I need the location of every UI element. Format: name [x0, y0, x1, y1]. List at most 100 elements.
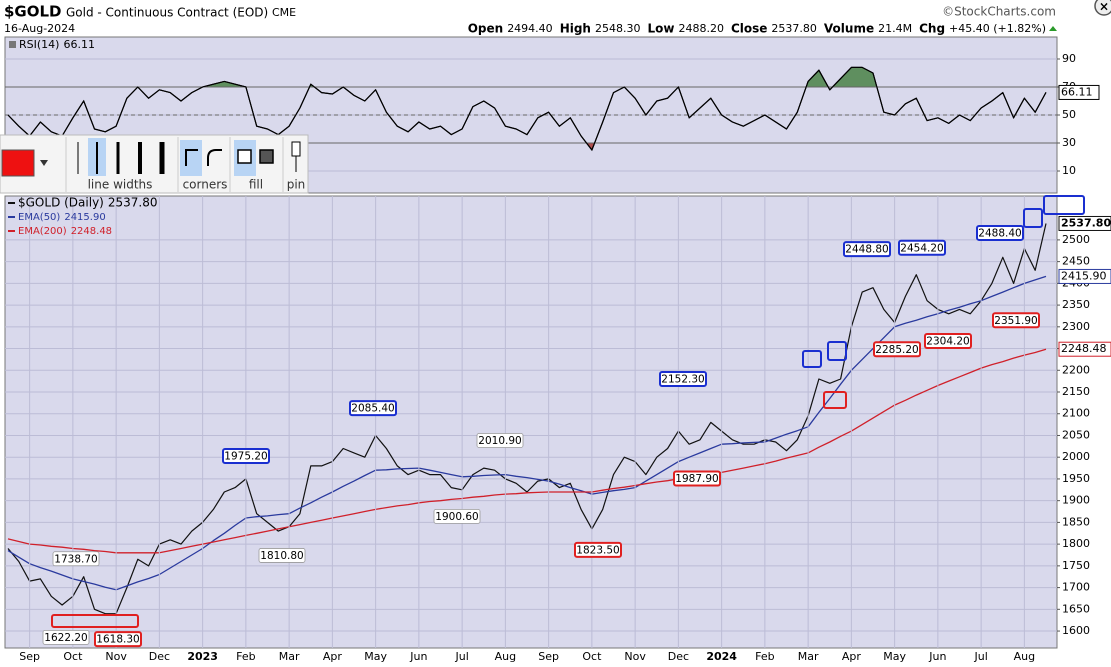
- annotation-box: [258, 548, 306, 563]
- x-tick-label: Apr: [323, 650, 343, 663]
- color-swatch[interactable]: [1, 149, 35, 177]
- y-tick-label: 2150: [1062, 385, 1090, 398]
- quote-name: Low: [647, 22, 674, 36]
- marker-box: [1043, 195, 1085, 215]
- annotation-box: [574, 541, 622, 558]
- legend-value: 2537.80: [108, 196, 158, 210]
- annotation-label: 2351.90: [994, 315, 1037, 327]
- quote-value: 2537.80: [771, 22, 817, 35]
- pin-icon[interactable]: [291, 141, 301, 157]
- annotation-box: [843, 241, 891, 258]
- corner-square[interactable]: [185, 149, 198, 166]
- annotation-box: [898, 239, 946, 256]
- x-tick-label: May: [364, 650, 387, 663]
- annotation-box: [94, 631, 142, 648]
- annotation-label: 2304.20: [926, 335, 969, 347]
- annotation-label: 2454.20: [900, 242, 943, 254]
- legend-label: RSI(14): [19, 38, 59, 51]
- quote-value: 2494.40: [507, 22, 553, 35]
- y-tick-label: 90: [1062, 52, 1076, 65]
- description: Gold - Continuous Contract (EOD): [66, 6, 268, 20]
- y-tick-label: 2000: [1062, 450, 1090, 463]
- annotation-label: 2010.90: [478, 435, 521, 447]
- y-tick-label: 1900: [1062, 494, 1090, 507]
- last-value-label: 2415.90: [1061, 269, 1107, 282]
- date: 16-Aug-2024: [4, 22, 75, 35]
- quote-bar: +45.40 (+1.82%) Chg 21.4M Volume 2537.80 Clos…: [468, 22, 1046, 36]
- x-tick-label: Jun: [928, 650, 946, 663]
- legend-icon: [9, 41, 16, 48]
- rsi-line: [7, 66, 1047, 152]
- legend-value: 66.11: [63, 38, 95, 51]
- annotation-box: [349, 400, 397, 417]
- toolbar-label: pin: [287, 178, 306, 192]
- last-value-box: [1058, 84, 1100, 100]
- annotation-box: [52, 551, 100, 567]
- annotation-label: 1900.60: [435, 511, 478, 523]
- quote-name: Chg: [919, 22, 945, 36]
- selected-corner[interactable]: [180, 140, 202, 176]
- x-tick-label: 2023: [187, 650, 218, 663]
- annotation-label: 2152.30: [661, 374, 704, 386]
- y-tick-label: 1650: [1062, 602, 1090, 615]
- annotation-label: 1823.50: [576, 544, 619, 556]
- y-tick-label: 10: [1062, 164, 1076, 177]
- legend-label: EMA(50): [18, 212, 60, 223]
- legend-label: EMA(200): [18, 226, 67, 237]
- last-value-box: [1058, 268, 1111, 284]
- annotation-label: 1618.30: [96, 634, 139, 646]
- y-tick-label: 1600: [1062, 624, 1090, 637]
- toolbar-label: corners: [183, 178, 228, 192]
- annotation-box: [476, 433, 524, 448]
- price-panel: [4, 195, 1058, 649]
- copyright: ©StockCharts.com: [942, 5, 1056, 19]
- legend-label: $GOLD (Daily): [18, 196, 104, 210]
- close-button[interactable]: [1094, 0, 1111, 16]
- legend-value: 2248.48: [71, 226, 112, 237]
- annotation-box: [976, 224, 1024, 241]
- y-tick-label: 30: [1062, 136, 1076, 149]
- x-tick-label: Feb: [236, 650, 255, 663]
- quote-name: Close: [731, 22, 767, 36]
- last-value-box: [1058, 215, 1111, 231]
- close-icon[interactable]: ×: [1099, 0, 1109, 14]
- last-value-label: 2537.80: [1061, 216, 1111, 229]
- toolbar-label: line widths: [88, 178, 153, 192]
- x-tick-label: Dec: [149, 650, 170, 663]
- toolbar-bg: [0, 134, 309, 194]
- x-tick-label: Aug: [1014, 650, 1035, 663]
- quote-value: +45.40 (+1.82%): [949, 22, 1046, 35]
- annotation-box: [992, 312, 1040, 329]
- annotation-label: 1738.70: [54, 553, 97, 565]
- x-tick-label: Jun: [409, 650, 427, 663]
- x-tick-label: Nov: [105, 650, 127, 663]
- y-tick-label: 2300: [1062, 320, 1090, 333]
- annotation-box: [673, 470, 721, 487]
- dropdown-arrow[interactable]: [40, 160, 48, 166]
- y-tick-label: 2200: [1062, 363, 1090, 376]
- quote-value: 2548.30: [595, 22, 641, 35]
- annotation-label: 2285.20: [875, 344, 918, 356]
- y-tick-label: 2100: [1062, 407, 1090, 420]
- annotation-box: [222, 447, 270, 464]
- corner-round[interactable]: [207, 149, 222, 166]
- fill-solid[interactable]: [259, 149, 274, 164]
- y-tick-label: 2450: [1062, 255, 1090, 268]
- x-tick-label: Feb: [755, 650, 774, 663]
- annotation-box: [42, 630, 90, 645]
- marker-box: [1023, 208, 1043, 228]
- x-tick-label: Jul: [973, 650, 987, 663]
- toolbar-label: fill: [249, 178, 263, 192]
- y-tick-label: 2500: [1062, 233, 1090, 246]
- last-value-label: 66.11: [1061, 85, 1093, 98]
- x-tick-label: Sep: [538, 650, 559, 663]
- y-tick-label: 50: [1062, 108, 1076, 121]
- x-tick-label: Dec: [668, 650, 689, 663]
- y-tick-label: 2050: [1062, 428, 1090, 441]
- annotation-label: 1987.90: [675, 473, 718, 485]
- x-tick-label: Jul: [454, 650, 468, 663]
- axis-layer: 1030507090RSI(14)66.11160016501700175018…: [8, 38, 1111, 663]
- fill-empty[interactable]: [237, 149, 252, 164]
- marker-box: [51, 614, 139, 628]
- quote-name: Volume: [824, 22, 874, 36]
